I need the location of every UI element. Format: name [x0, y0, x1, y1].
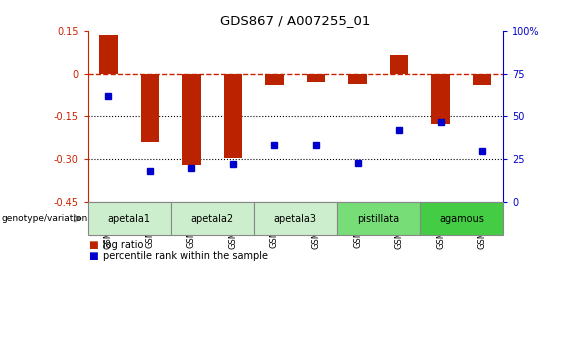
Text: ■: ■	[88, 251, 97, 260]
Bar	[99, 35, 118, 74]
Bar	[265, 74, 284, 85]
Text: pistillata: pistillata	[357, 214, 399, 224]
Text: percentile rank within the sample: percentile rank within the sample	[103, 251, 268, 260]
Text: log ratio: log ratio	[103, 240, 144, 250]
Bar	[348, 74, 367, 84]
Bar	[141, 74, 159, 142]
Text: apetala3: apetala3	[273, 214, 317, 224]
Title: GDS867 / A007255_01: GDS867 / A007255_01	[220, 14, 371, 27]
Text: apetala2: apetala2	[190, 214, 234, 224]
Bar	[307, 74, 325, 82]
Text: genotype/variation: genotype/variation	[1, 214, 88, 223]
Bar	[431, 74, 450, 124]
Bar	[473, 74, 492, 85]
Bar	[390, 55, 408, 74]
Text: ■: ■	[88, 240, 97, 250]
Text: agamous: agamous	[439, 214, 484, 224]
Text: apetala1: apetala1	[107, 214, 151, 224]
Bar	[182, 74, 201, 165]
Bar	[224, 74, 242, 158]
